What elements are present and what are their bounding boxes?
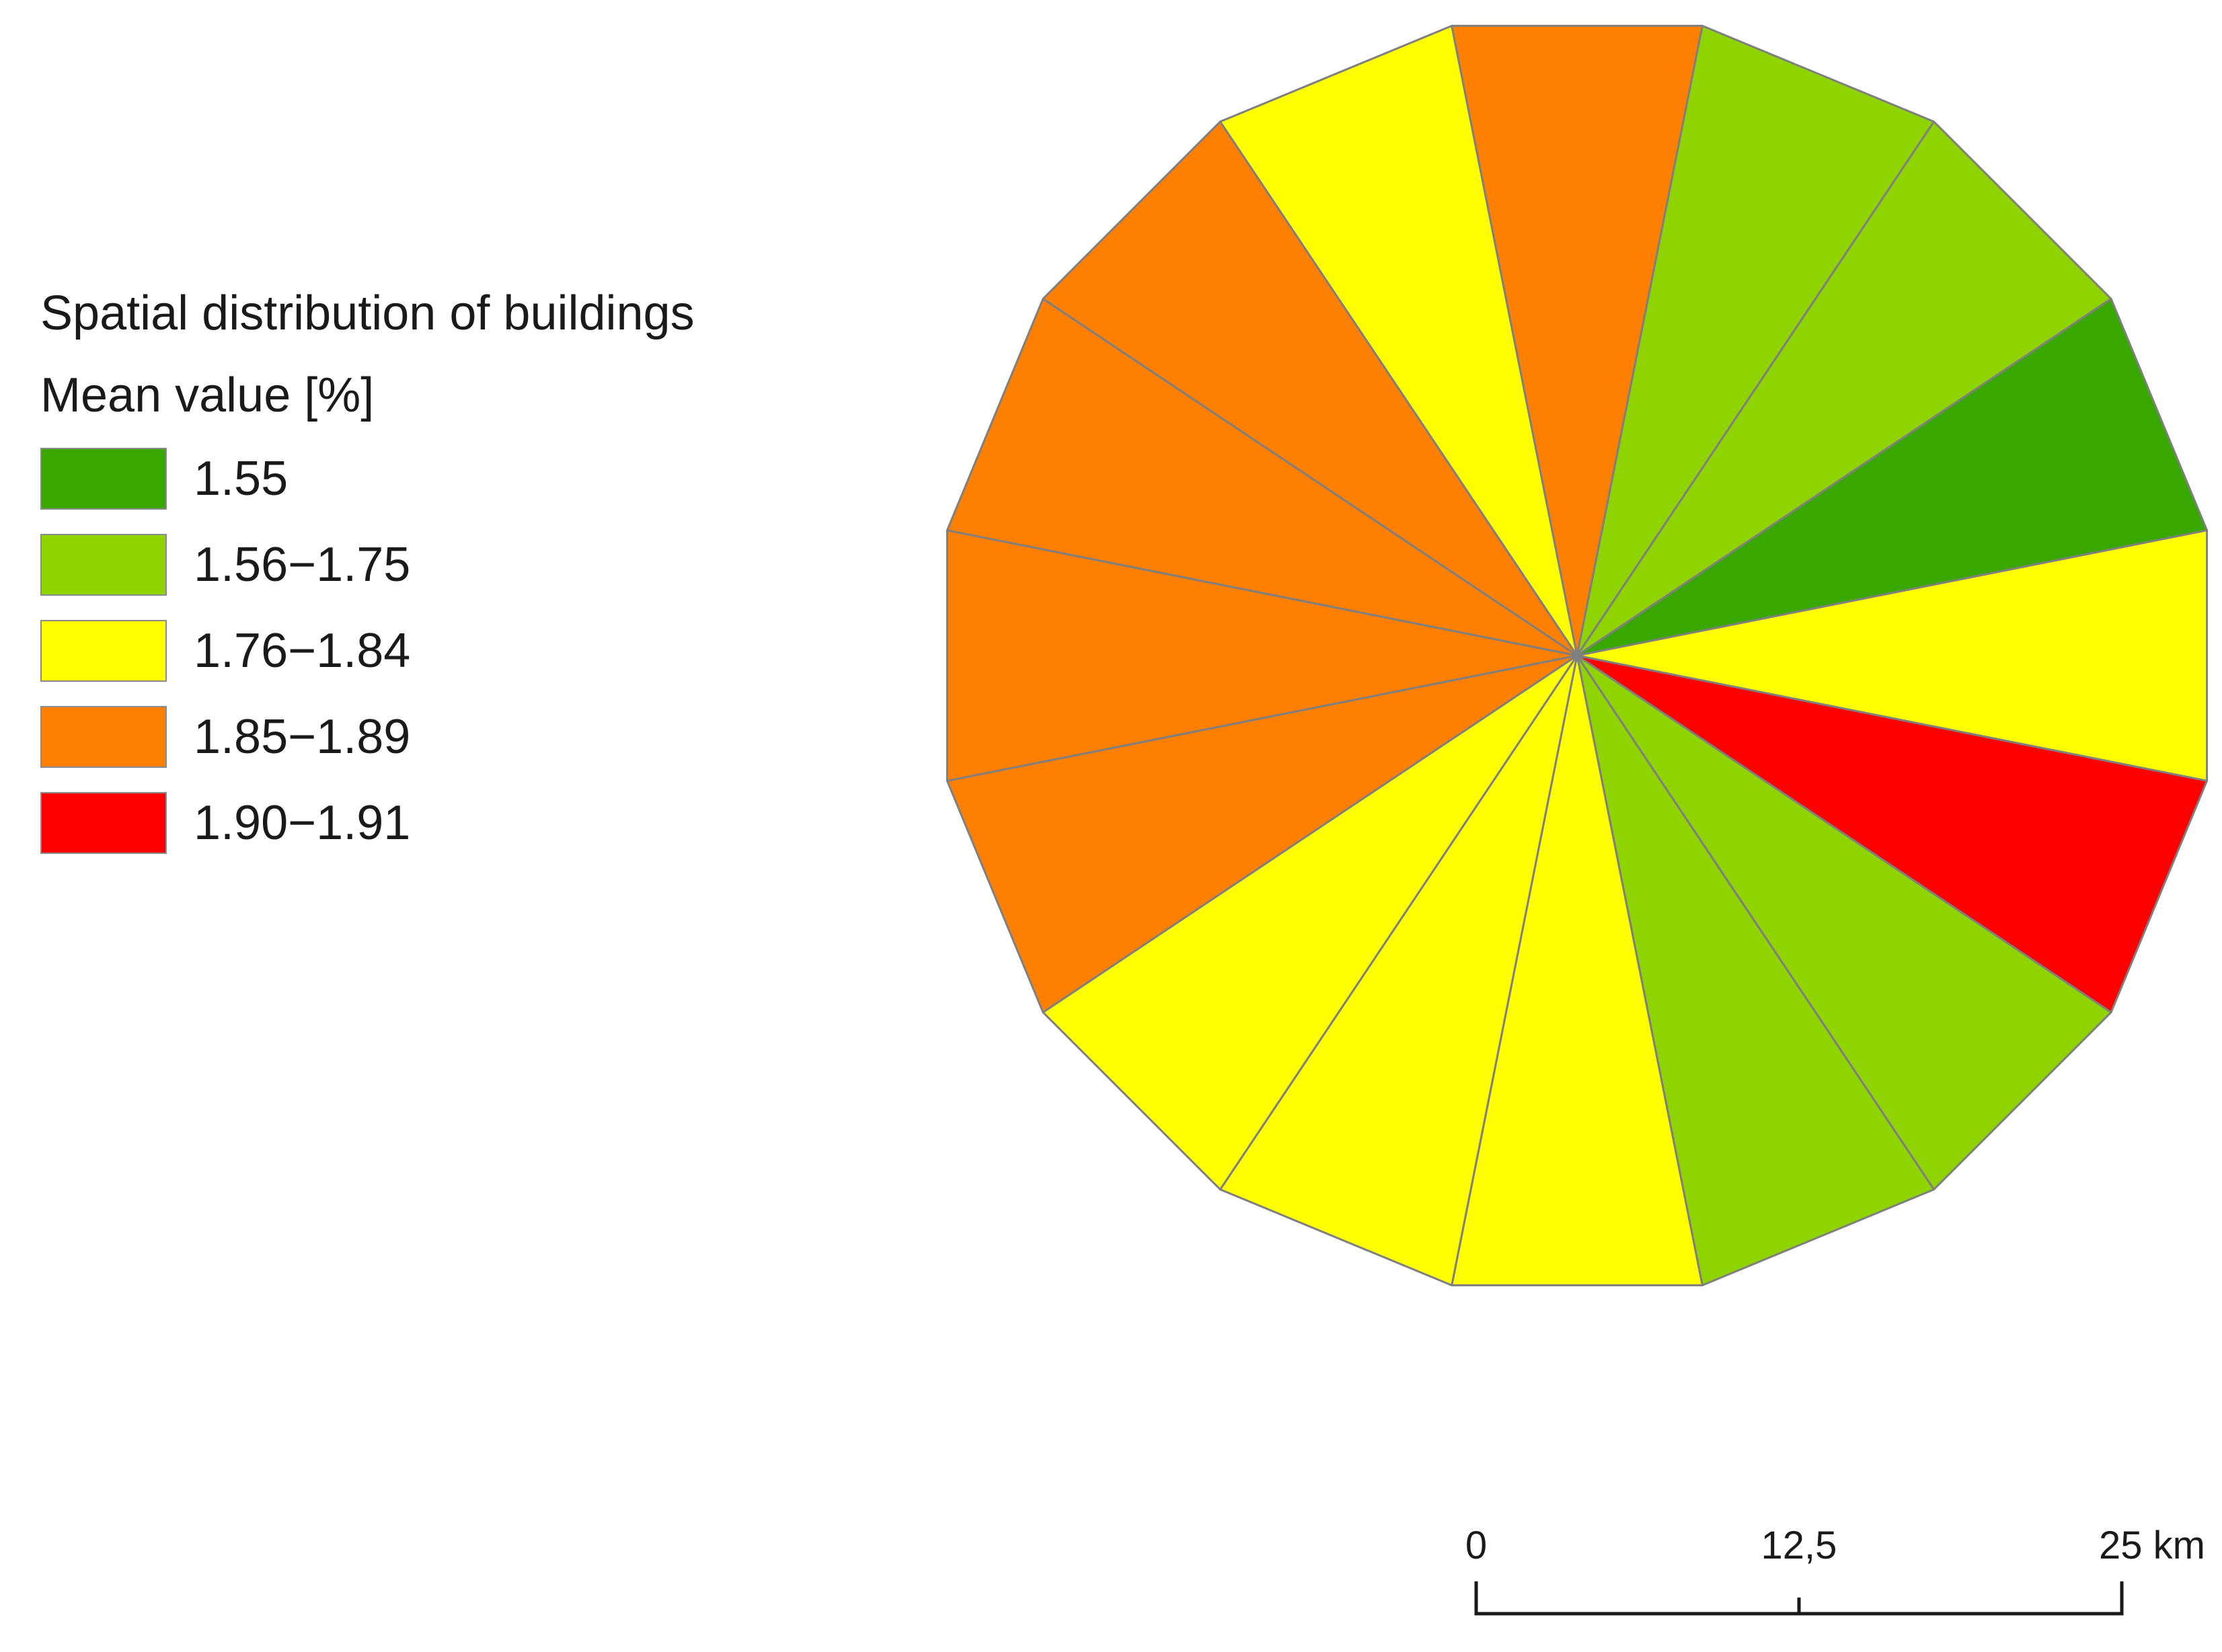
legend-label: 1.56−1.75 — [194, 538, 411, 592]
legend-item: 1.85−1.89 — [40, 705, 695, 769]
legend-subtitle: Mean value [%] — [40, 368, 375, 422]
legend-label: 1.85−1.89 — [194, 710, 411, 764]
scale-bar-line — [1474, 1581, 2124, 1616]
map-legend: Spatial distribution of buildings Mean v… — [40, 289, 695, 877]
legend-label: 1.90−1.91 — [194, 796, 411, 850]
scale-label-max: 25 km — [2099, 1524, 2205, 1567]
legend-swatch — [40, 792, 167, 854]
legend-list: 1.55 1.56−1.75 1.76−1.84 1.85−1.89 1.90−… — [40, 446, 695, 855]
legend-item: 1.56−1.75 — [40, 533, 695, 597]
legend-swatch — [40, 706, 167, 768]
legend-item: 1.90−1.91 — [40, 791, 695, 855]
scale-bar: 0 12,5 25 km — [1465, 1524, 2205, 1616]
map-sector — [1576, 297, 2209, 657]
legend-title: Spatial distribution of buildings — [40, 286, 695, 340]
legend-label: 1.55 — [194, 452, 289, 506]
scale-label-mid: 12,5 — [1761, 1524, 1837, 1567]
legend-label: 1.76−1.84 — [194, 624, 411, 678]
legend-swatch — [40, 448, 167, 510]
legend-item: 1.55 — [40, 446, 695, 511]
scale-label-0: 0 — [1465, 1524, 1487, 1567]
legend-swatch — [40, 534, 167, 596]
legend-item: 1.76−1.84 — [40, 619, 695, 683]
sector-polygons — [946, 24, 2209, 1287]
legend-swatch — [40, 620, 167, 682]
